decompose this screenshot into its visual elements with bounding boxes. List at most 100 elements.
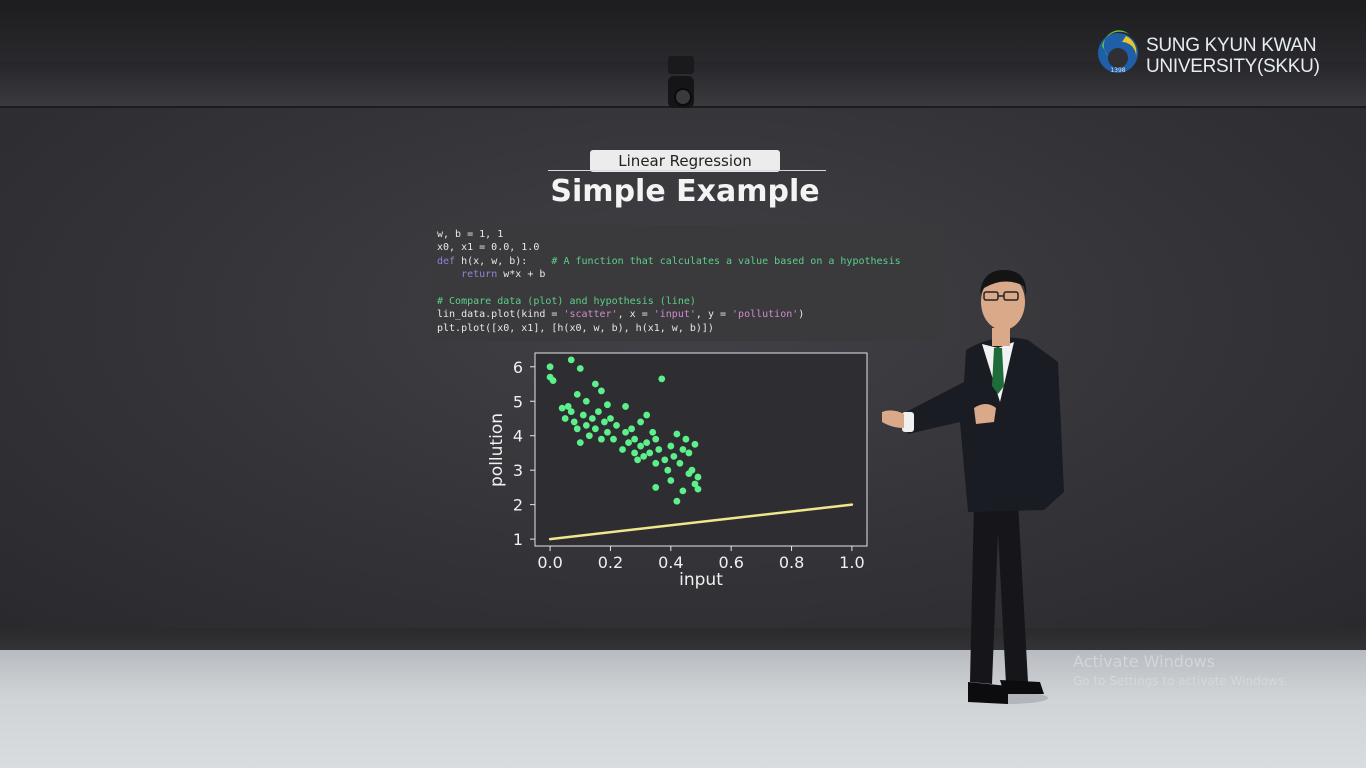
data-point (694, 485, 702, 493)
data-point (646, 449, 654, 457)
data-point (679, 446, 687, 453)
data-point (649, 428, 657, 436)
data-point (591, 425, 599, 433)
data-point (558, 404, 566, 412)
code-line: def h(x, w, b): # A function that calcul… (437, 255, 935, 268)
presenter (882, 270, 1064, 704)
data-point (655, 446, 663, 453)
code-line (437, 282, 935, 295)
studio-floor (0, 650, 1366, 768)
code-text: , x = (617, 309, 654, 321)
data-point (652, 459, 660, 467)
code-text: , y = (695, 309, 733, 321)
x-axis-label: input (679, 570, 723, 590)
data-point (567, 408, 575, 415)
data-point (691, 480, 699, 488)
data-point (619, 446, 626, 453)
university-name-line1: SUNG KYUN KWAN (1146, 35, 1317, 56)
data-point (588, 415, 596, 422)
y-tick-label: 2 (513, 496, 523, 515)
data-point (622, 428, 629, 436)
camera-mount (668, 56, 694, 74)
code-string: 'input' (653, 309, 696, 321)
data-point (567, 356, 575, 364)
data-point (582, 397, 590, 405)
data-point (604, 401, 611, 409)
data-point (591, 380, 599, 388)
x-tick-label: 0.4 (658, 553, 683, 572)
code-comment: # A function that calculates a value bas… (551, 255, 901, 267)
code-comment: # Compare data (plot) and hypothesis (li… (437, 295, 696, 307)
data-point (625, 439, 632, 447)
skku-emblem-icon: 1398 (1098, 30, 1138, 74)
data-point (694, 473, 702, 481)
data-point (585, 432, 593, 440)
data-point (691, 440, 699, 448)
x-tick-label: 1.0 (839, 553, 864, 572)
data-point (610, 435, 617, 443)
data-point (604, 428, 611, 436)
y-tick-label: 6 (513, 358, 523, 377)
x-tick-label: 0.8 (779, 553, 804, 572)
data-point (570, 418, 578, 426)
y-axis: 1 2 3 4 5 6 (513, 358, 535, 549)
data-point (564, 403, 572, 410)
data-point (576, 365, 584, 372)
data-point (622, 403, 629, 410)
slide-title: Simple Example (550, 174, 820, 209)
data-point (637, 442, 645, 450)
windows-activation-watermark: Activate Windows Go to Settings to activ… (1073, 652, 1288, 690)
x-axis: 0.0 0.2 0.4 0.6 0.8 1.0 (537, 546, 865, 572)
data-point (631, 435, 638, 443)
data-point (576, 439, 584, 447)
university-name-line2: UNIVERSITY(SKKU) (1146, 56, 1320, 77)
code-line: lin_data.plot(kind = 'scatter', x = 'inp… (437, 309, 805, 321)
data-point (664, 466, 672, 474)
scatter-chart: 1 2 3 4 5 6 0.0 0.2 0.4 0.6 0.8 1.0 pollution inpu… (487, 352, 868, 590)
code-line: return w*x + b (437, 268, 935, 281)
data-point (598, 435, 605, 443)
y-tick-label: 5 (513, 392, 523, 411)
data-point (679, 487, 687, 495)
data-point (579, 411, 587, 419)
y-axis-label: pollution (487, 413, 507, 487)
hypothesis-line (548, 503, 854, 541)
watermark-subtitle: Go to Settings to activate Windows. (1073, 674, 1288, 688)
code-line: x0, x1 = 0.0, 1.0 (437, 242, 540, 254)
code-text: lin_data.plot(kind = (437, 309, 564, 321)
slide-topic-tag: Linear Regression (590, 150, 780, 172)
title-divider (548, 170, 826, 171)
code-text: w*x + b (503, 269, 546, 281)
code-block: w, b = 1, 1 x0, x1 = 0.0, 1.0 def h(x, w… (430, 225, 942, 341)
x-tick-label: 0.2 (598, 553, 623, 572)
data-point (573, 390, 581, 398)
ceiling-camera (656, 56, 706, 110)
data-point (546, 363, 554, 371)
data-point (598, 387, 605, 395)
code-keyword: return (461, 269, 498, 281)
y-tick-label: 3 (513, 461, 523, 480)
data-point (607, 415, 614, 422)
data-point (546, 373, 554, 381)
data-point (637, 418, 645, 426)
chart-marks (546, 356, 854, 541)
plot-area (534, 352, 868, 547)
y-tick-label: 4 (513, 427, 523, 446)
data-point (628, 425, 635, 433)
data-point (652, 435, 660, 443)
university-logo: 1398 SUNG KYUN KWAN UNIVERSITY(SKKU) (1096, 26, 1336, 82)
code-string: 'scatter' (563, 309, 618, 321)
camera-lens-icon (674, 88, 692, 106)
data-point (631, 449, 638, 457)
data-point (667, 477, 675, 484)
y-tick-label: 1 (513, 530, 523, 549)
data-point (594, 408, 602, 415)
code-line: w, b = 1, 1 (437, 229, 504, 240)
data-point (561, 415, 569, 422)
code-line: plt.plot([x0, x1], [h(x0, w, b), h(x1, w… (437, 322, 714, 334)
code-string: 'pollution' (732, 309, 799, 321)
emblem-year: 1398 (1110, 67, 1125, 74)
x-tick-label: 0.0 (537, 553, 562, 572)
data-point (667, 442, 675, 450)
data-point (658, 375, 666, 383)
